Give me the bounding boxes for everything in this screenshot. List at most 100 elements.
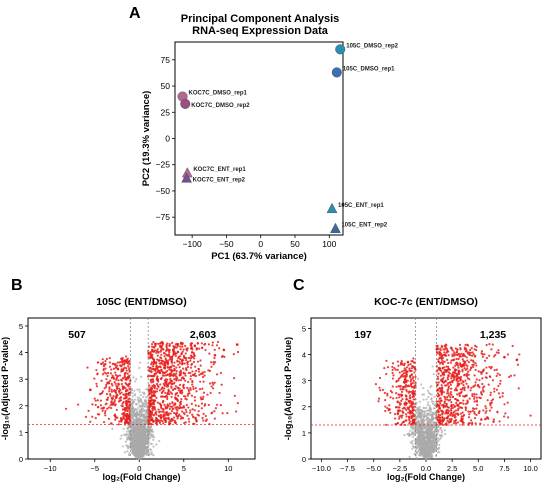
significant-point: [488, 343, 491, 346]
significant-point: [159, 413, 163, 416]
non-significant-point: [158, 439, 161, 443]
non-significant-point: [431, 412, 434, 415]
non-significant-point: [433, 433, 436, 436]
non-significant-point: [432, 435, 435, 438]
significant-point: [475, 378, 478, 381]
significant-point: [106, 407, 109, 410]
significant-point: [165, 394, 168, 397]
significant-point: [114, 371, 117, 374]
significant-point: [113, 389, 116, 392]
significant-point: [121, 385, 125, 389]
significant-point: [183, 356, 186, 359]
significant-point: [441, 415, 444, 419]
significant-point: [168, 344, 171, 347]
non-significant-point: [141, 449, 145, 452]
significant-point: [199, 359, 202, 362]
significant-point: [459, 375, 463, 379]
significant-point: [93, 397, 96, 400]
significant-point: [177, 389, 180, 392]
significant-point: [188, 411, 192, 414]
non-significant-point: [422, 434, 426, 438]
significant-point: [152, 402, 155, 406]
non-significant-point: [421, 442, 424, 445]
significant-point: [436, 392, 439, 395]
significant-point: [465, 356, 468, 359]
non-significant-point: [127, 453, 131, 457]
non-significant-point: [423, 415, 426, 418]
significant-point: [463, 367, 466, 370]
significant-point: [64, 407, 68, 410]
non-significant-point: [138, 455, 141, 459]
significant-point: [412, 402, 415, 405]
significant-point: [123, 393, 126, 396]
significant-point: [479, 422, 482, 425]
significant-point: [125, 413, 128, 416]
significant-point: [168, 393, 171, 396]
significant-point: [102, 364, 106, 368]
significant-point: [494, 353, 497, 357]
significant-point: [122, 397, 125, 400]
significant-point: [490, 365, 493, 369]
significant-point: [445, 347, 449, 350]
significant-point: [193, 344, 197, 347]
significant-point: [468, 397, 471, 400]
significant-point: [212, 383, 215, 386]
significant-point: [441, 362, 445, 366]
significant-point: [157, 408, 160, 411]
significant-point: [403, 362, 406, 365]
significant-point: [459, 388, 462, 391]
significant-point: [445, 392, 449, 395]
non-significant-point: [139, 428, 142, 431]
significant-point: [170, 385, 173, 388]
non-significant-point: [144, 415, 147, 418]
significant-point: [117, 374, 120, 377]
significant-point: [194, 387, 197, 390]
plot-frame: [174, 41, 344, 236]
significant-point: [166, 378, 169, 381]
significant-point: [410, 412, 414, 415]
significant-point: [457, 413, 460, 416]
significant-point: [151, 384, 154, 388]
significant-point: [438, 351, 441, 354]
non-significant-point: [145, 399, 148, 403]
non-significant-point: [130, 425, 133, 428]
significant-point: [459, 419, 462, 422]
non-significant-point: [422, 432, 425, 435]
significant-point: [123, 374, 126, 377]
non-significant-point: [139, 361, 142, 364]
non-significant-point: [140, 409, 144, 412]
non-significant-point: [417, 444, 420, 447]
significant-point: [114, 382, 117, 386]
significant-point: [450, 387, 453, 390]
significant-point: [497, 349, 500, 352]
significant-point: [470, 386, 473, 389]
significant-point: [439, 389, 443, 392]
significant-point: [154, 362, 158, 365]
non-significant-point: [137, 452, 140, 456]
significant-point: [221, 412, 224, 415]
significant-point: [393, 367, 396, 370]
non-significant-point: [132, 400, 135, 403]
significant-point: [178, 371, 181, 374]
significant-point: [166, 391, 169, 395]
significant-point: [179, 369, 182, 372]
non-significant-point: [143, 410, 146, 413]
non-significant-point: [427, 437, 430, 440]
non-significant-point: [119, 437, 122, 440]
significant-point: [439, 402, 442, 405]
non-significant-point: [145, 445, 148, 449]
non-significant-point: [427, 430, 430, 433]
non-significant-point: [140, 415, 143, 418]
significant-point: [211, 411, 214, 414]
significant-point: [469, 410, 472, 413]
significant-point: [184, 344, 187, 347]
significant-point: [187, 417, 190, 420]
significant-point: [114, 362, 117, 366]
significant-point: [457, 366, 460, 369]
significant-point: [489, 404, 492, 407]
significant-point: [108, 365, 112, 368]
non-significant-point: [146, 431, 150, 435]
significant-point: [489, 391, 492, 394]
significant-point: [455, 412, 458, 415]
